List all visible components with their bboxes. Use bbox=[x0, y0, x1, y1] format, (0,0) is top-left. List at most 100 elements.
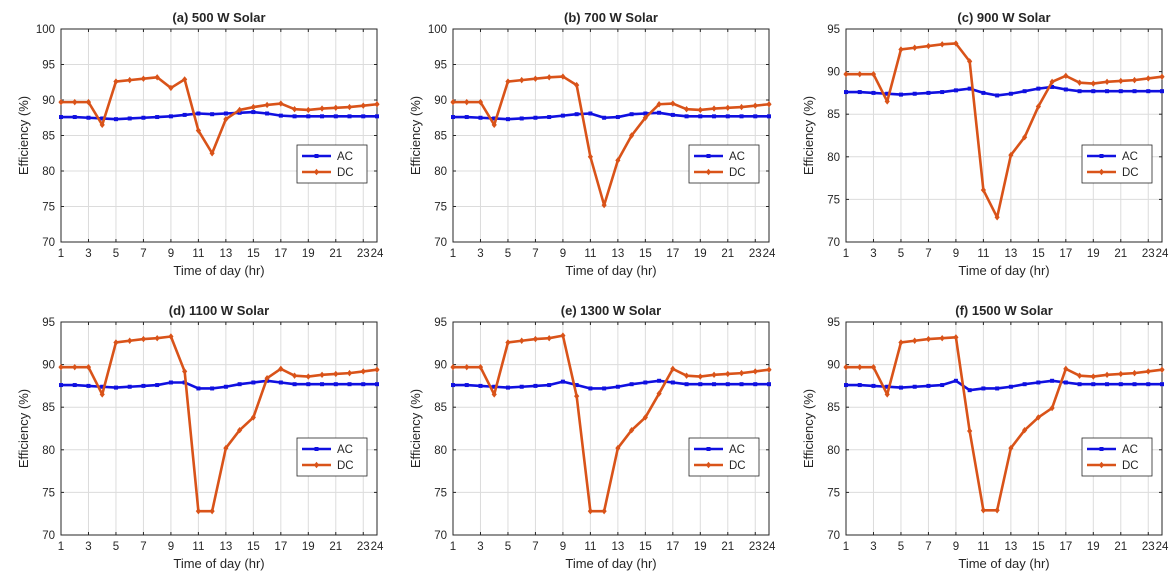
data-point-dc bbox=[127, 76, 133, 84]
data-point-dc bbox=[464, 363, 470, 371]
data-point-dc bbox=[870, 70, 877, 78]
legend-box bbox=[1081, 437, 1153, 477]
data-point-ac bbox=[588, 111, 593, 116]
data-point-ac bbox=[196, 386, 201, 391]
data-point-ac bbox=[629, 382, 634, 387]
data-point-dc bbox=[967, 58, 973, 65]
data-point-ac bbox=[857, 90, 862, 95]
data-point-ac bbox=[602, 115, 607, 120]
data-point-dc bbox=[587, 507, 593, 515]
x-tick-label: 24 bbox=[1156, 541, 1169, 553]
data-point-ac bbox=[155, 115, 160, 120]
data-point-dc bbox=[99, 121, 105, 129]
y-axis-label: Efficiency (%) bbox=[408, 389, 423, 468]
data-point-dc bbox=[333, 104, 339, 112]
data-point-dc bbox=[319, 371, 325, 379]
legend-entry-ac: AC bbox=[337, 444, 353, 456]
x-tick-label: 17 bbox=[274, 541, 287, 553]
data-point-ac bbox=[1036, 380, 1041, 385]
data-point-ac bbox=[464, 115, 469, 120]
data-point-ac bbox=[629, 112, 634, 117]
x-axis-label: Time of day (hr) bbox=[958, 263, 1049, 278]
data-point-dc bbox=[360, 102, 366, 109]
data-point-dc bbox=[843, 363, 849, 371]
data-point-ac bbox=[995, 386, 1000, 391]
legend-marker-dc bbox=[705, 461, 712, 469]
x-tick-label: 9 bbox=[168, 541, 174, 553]
data-point-ac bbox=[59, 115, 63, 120]
data-point-ac bbox=[306, 382, 311, 387]
y-tick-label: 90 bbox=[827, 360, 840, 372]
x-tick-label: 3 bbox=[85, 248, 91, 260]
x-tick-label: 17 bbox=[274, 248, 287, 260]
data-point-ac bbox=[953, 378, 958, 383]
data-point-ac bbox=[464, 383, 469, 388]
x-tick-label: 13 bbox=[611, 541, 624, 553]
data-point-dc bbox=[374, 101, 380, 108]
data-point-ac bbox=[251, 110, 256, 115]
x-tick-label: 13 bbox=[611, 248, 624, 260]
data-point-dc bbox=[697, 106, 703, 114]
data-point-dc bbox=[58, 363, 64, 371]
y-tick-label: 70 bbox=[434, 530, 447, 542]
x-tick-label: 1 bbox=[843, 248, 849, 260]
data-point-dc bbox=[670, 365, 676, 373]
data-point-dc bbox=[305, 373, 311, 380]
data-point-ac bbox=[753, 382, 758, 387]
x-tick-label: 7 bbox=[140, 248, 146, 260]
data-point-dc bbox=[1035, 103, 1041, 110]
data-point-ac bbox=[981, 386, 986, 391]
data-point-dc bbox=[738, 369, 745, 377]
chart-title: (b) 700 W Solar bbox=[564, 10, 658, 25]
data-point-ac bbox=[141, 115, 146, 120]
data-point-ac bbox=[519, 384, 524, 389]
data-point-ac bbox=[698, 382, 703, 387]
legend-marker-dc bbox=[1098, 168, 1105, 176]
x-tick-label: 21 bbox=[721, 541, 734, 553]
data-point-dc bbox=[656, 101, 662, 108]
data-point-dc bbox=[994, 507, 1000, 514]
legend-entry-ac: AC bbox=[729, 151, 745, 163]
data-point-ac bbox=[739, 382, 744, 387]
data-point-ac bbox=[1146, 382, 1151, 387]
chart-title: (e) 1300 W Solar bbox=[561, 303, 661, 318]
legend-entry-dc: DC bbox=[1122, 167, 1139, 179]
x-tick-label: 13 bbox=[219, 541, 232, 553]
data-point-ac bbox=[857, 383, 862, 388]
x-tick-label: 1 bbox=[58, 541, 64, 553]
data-point-dc bbox=[291, 106, 298, 113]
data-point-ac bbox=[375, 114, 379, 119]
data-point-ac bbox=[1022, 89, 1027, 94]
data-point-dc bbox=[752, 368, 758, 375]
data-point-dc bbox=[1076, 372, 1083, 379]
x-tick-label: 21 bbox=[329, 541, 342, 553]
data-point-dc bbox=[209, 507, 215, 515]
data-point-dc bbox=[1063, 72, 1069, 80]
data-point-dc bbox=[642, 114, 648, 121]
chart-title: (a) 500 W Solar bbox=[172, 10, 265, 25]
data-point-dc bbox=[1049, 404, 1055, 412]
data-point-dc bbox=[925, 42, 932, 50]
legend: AC DC bbox=[688, 144, 760, 184]
data-point-ac bbox=[478, 115, 483, 120]
series-line-ac bbox=[453, 111, 769, 121]
data-point-dc bbox=[113, 78, 119, 85]
data-point-dc bbox=[587, 153, 593, 160]
data-point-ac bbox=[767, 114, 771, 119]
data-point-ac bbox=[361, 382, 366, 387]
data-point-ac bbox=[560, 113, 565, 118]
data-point-dc bbox=[574, 81, 580, 89]
data-point-ac bbox=[1146, 89, 1151, 94]
y-tick-label: 85 bbox=[42, 402, 55, 414]
data-point-ac bbox=[519, 116, 524, 121]
y-axis-label: Efficiency (%) bbox=[408, 96, 423, 175]
data-point-ac bbox=[237, 382, 242, 387]
data-point-dc bbox=[1159, 73, 1165, 80]
x-tick-label: 15 bbox=[247, 248, 260, 260]
plot-area bbox=[61, 322, 377, 535]
data-point-ac bbox=[100, 116, 105, 121]
legend-entry-ac: AC bbox=[1122, 151, 1138, 163]
x-tick-label: 17 bbox=[1059, 541, 1072, 553]
data-point-dc bbox=[237, 427, 243, 434]
